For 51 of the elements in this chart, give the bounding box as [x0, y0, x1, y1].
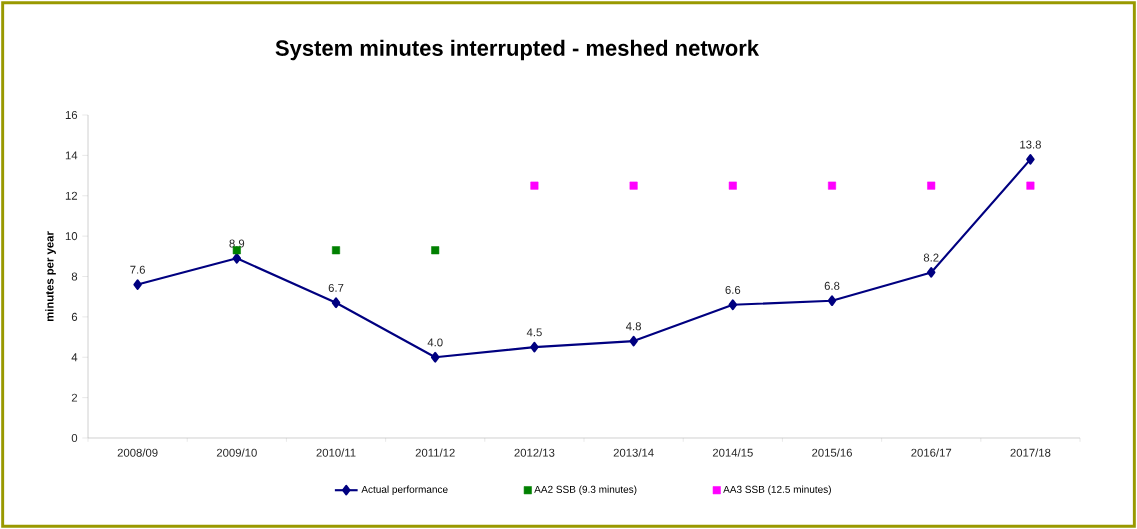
x-tick-label: 2016/17	[911, 448, 952, 457]
point	[927, 181, 936, 190]
point	[926, 267, 936, 278]
data-label: 13.8	[1020, 140, 1041, 149]
legend-label: Actual performance	[361, 485, 448, 495]
y-tick-label: 0	[71, 434, 78, 443]
x-tick-label: 2009/10	[216, 448, 257, 457]
data-label: 4.8	[625, 322, 641, 331]
x-tick-label: 2017/18	[1010, 448, 1051, 457]
point	[530, 181, 539, 190]
y-tick-label: 2	[71, 393, 78, 402]
x-tick-label: 2013/14	[613, 448, 654, 457]
point	[629, 335, 638, 347]
x-tick-label: 2008/09	[117, 448, 158, 457]
y-tick-label: 14	[65, 151, 78, 160]
y-tick-label: 8	[71, 272, 78, 281]
point	[430, 351, 440, 363]
data-label: 8.2	[923, 253, 939, 262]
data-label: 6.6	[725, 285, 741, 294]
chart-title: System minutes interrupted - meshed network	[275, 39, 760, 61]
x-tick-label: 2011/12	[415, 448, 455, 457]
y-tick-label: 10	[65, 232, 78, 241]
point	[828, 181, 837, 190]
data-label: 8.9	[229, 239, 245, 248]
point	[133, 279, 142, 290]
y-tick-label: 16	[65, 111, 78, 120]
point	[728, 299, 738, 311]
data-label: 6.8	[824, 281, 840, 290]
data-label: 4.0	[427, 338, 443, 347]
data-label: 7.6	[130, 265, 145, 274]
point	[629, 181, 638, 190]
point	[827, 295, 837, 307]
x-tick-label: 2014/15	[712, 448, 753, 457]
x-tick-label: 2015/16	[812, 448, 852, 457]
point	[331, 297, 341, 309]
point	[1026, 154, 1035, 165]
point	[431, 246, 440, 255]
legend-label: AA2 SSB (9.3 minutes)	[534, 485, 637, 495]
point	[530, 341, 539, 353]
legend-label: AA3 SSB (12.5 minutes)	[723, 485, 831, 495]
point	[332, 246, 341, 255]
data-label: 4.5	[526, 328, 542, 337]
point	[728, 181, 737, 190]
y-tick-label: 6	[71, 312, 78, 321]
y-tick-label: 4	[71, 353, 78, 362]
y-axis-title: minutes per year	[45, 231, 56, 322]
point	[1026, 181, 1035, 190]
data-label: 6.7	[328, 283, 344, 292]
y-tick-label: 12	[65, 191, 78, 200]
x-tick-label: 2012/13	[514, 448, 555, 457]
x-tick-label: 2010/11	[316, 448, 356, 457]
